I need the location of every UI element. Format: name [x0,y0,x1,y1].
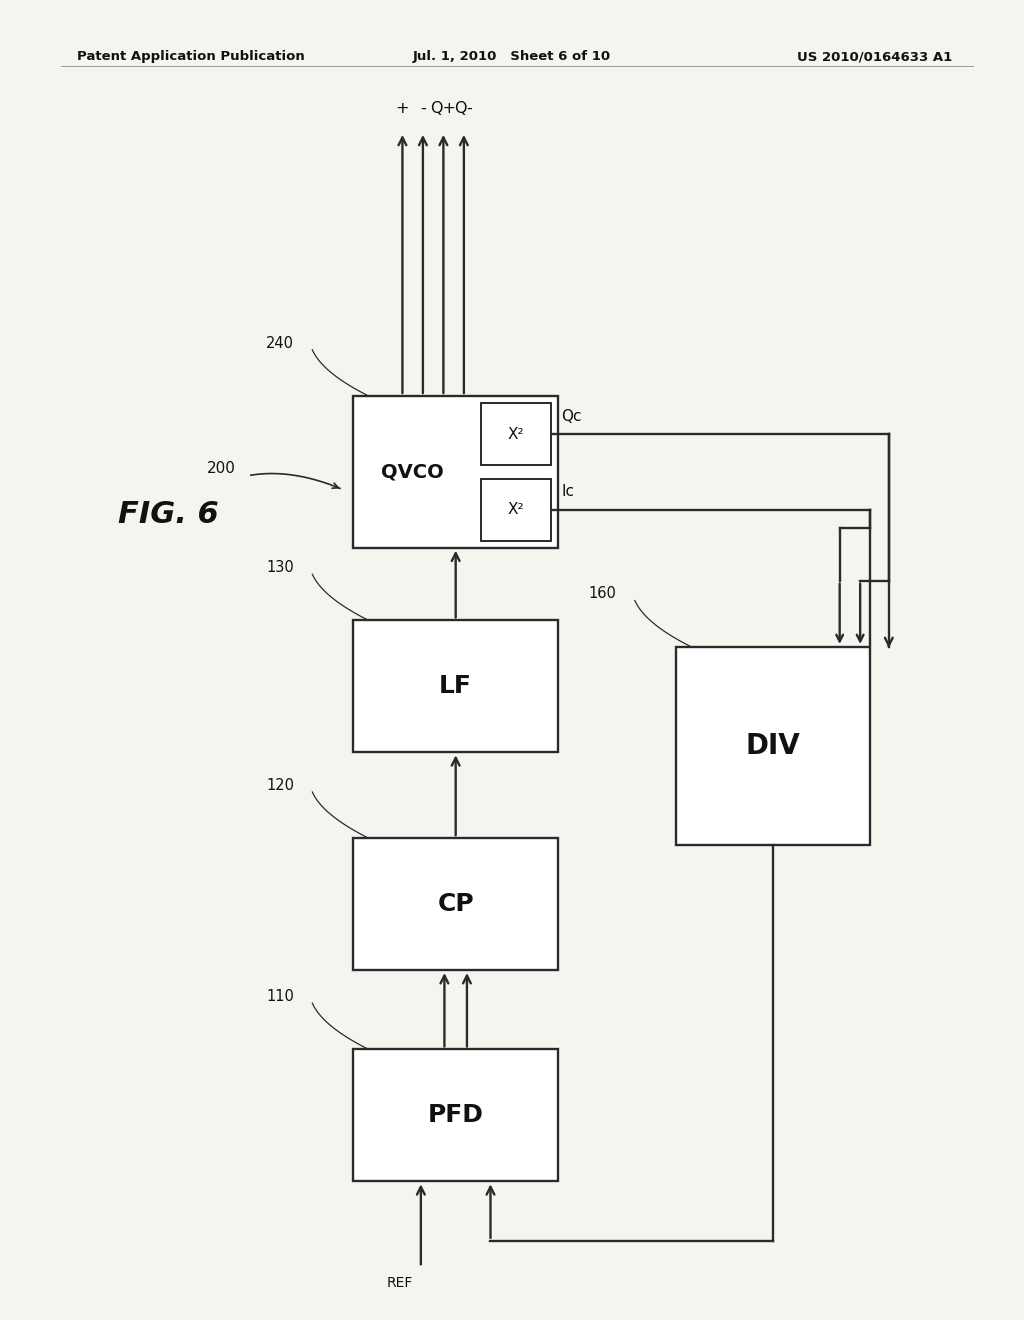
Text: LF: LF [439,675,472,698]
Text: 200: 200 [207,461,236,477]
Bar [481,479,551,541]
Text: PFD: PFD [428,1104,483,1127]
Bar [353,838,558,970]
Text: Q+: Q+ [430,102,457,116]
Text: DIV: DIV [745,731,801,760]
Text: FIG. 6: FIG. 6 [118,500,218,529]
Bar [353,396,558,548]
Text: 110: 110 [266,989,294,1005]
Text: CP: CP [437,892,474,916]
Text: X²: X² [508,426,524,442]
Text: QVCO: QVCO [381,462,444,482]
Text: 240: 240 [266,335,294,351]
Text: Ic: Ic [561,484,574,499]
Bar [353,620,558,752]
Bar [676,647,870,845]
Text: 160: 160 [589,586,616,602]
Text: 130: 130 [266,560,294,576]
Text: Jul. 1, 2010   Sheet 6 of 10: Jul. 1, 2010 Sheet 6 of 10 [413,50,611,63]
Bar [353,1049,558,1181]
Text: 120: 120 [266,777,294,793]
Bar [481,404,551,466]
Text: REF: REF [386,1276,413,1291]
Text: -: - [420,102,426,116]
Text: US 2010/0164633 A1: US 2010/0164633 A1 [797,50,952,63]
Text: Qc: Qc [561,409,582,424]
Text: +: + [395,102,410,116]
Text: X²: X² [508,502,524,517]
Text: Q-: Q- [455,102,473,116]
Text: Patent Application Publication: Patent Application Publication [77,50,304,63]
